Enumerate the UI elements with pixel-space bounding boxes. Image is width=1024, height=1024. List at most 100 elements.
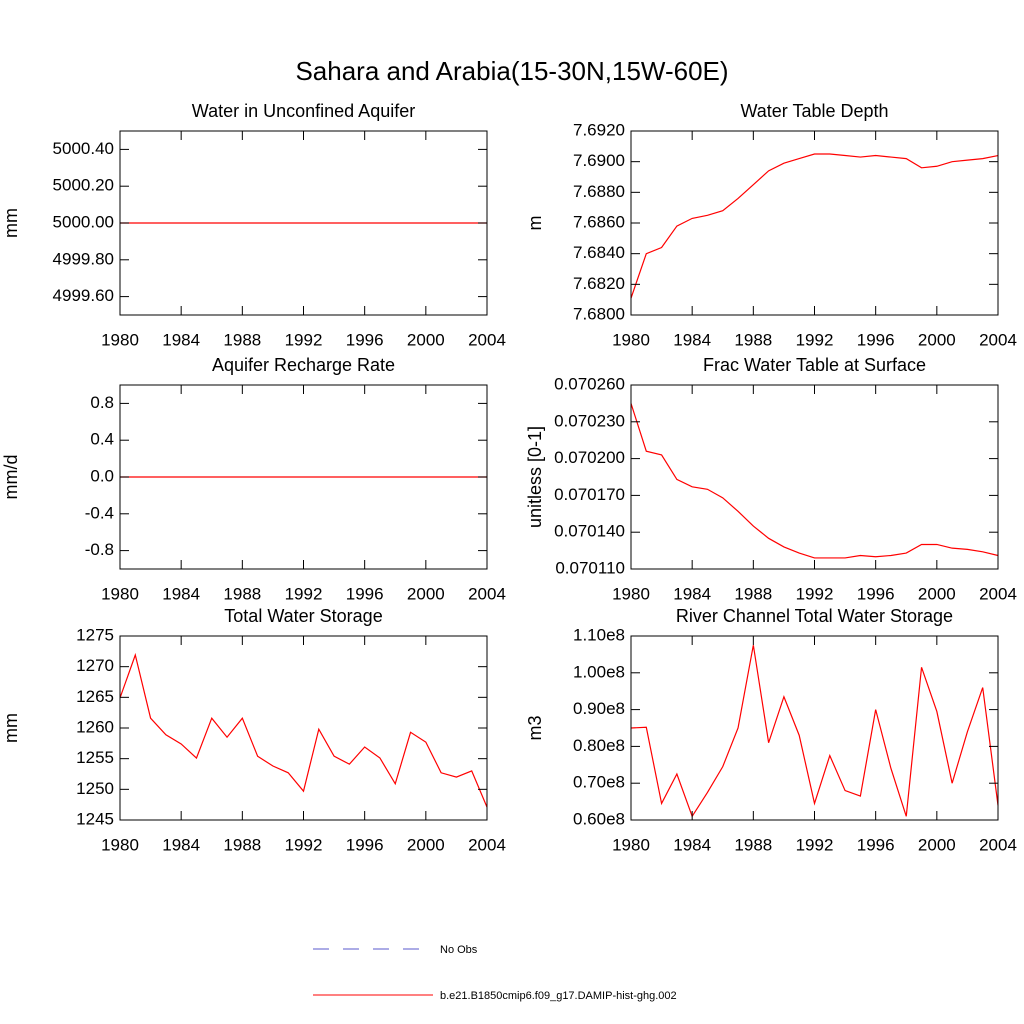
x-tick-label: 1988: [734, 330, 772, 349]
y-tick-label: 7.6860: [573, 212, 625, 231]
x-tick-label: 1992: [285, 330, 323, 349]
x-tick-label: 1984: [162, 330, 200, 349]
x-tick-label: 1988: [223, 330, 261, 349]
x-tick-label: 1992: [796, 835, 834, 854]
y-tick-label: 1265: [76, 687, 114, 706]
y-tick-label: 1250: [76, 779, 114, 798]
plot-frame: [630, 130, 999, 316]
data-line: [119, 652, 488, 808]
x-tick-label: 1988: [223, 835, 261, 854]
x-tick-label: 1984: [673, 835, 711, 854]
x-tick-label: 1996: [346, 835, 384, 854]
y-tick-label: 0.80e8: [573, 736, 625, 755]
x-tick-label: 2000: [918, 835, 956, 854]
panel-title: River Channel Total Water Storage: [676, 606, 953, 626]
y-axis-label: m: [525, 216, 545, 231]
legend-label: No Obs: [440, 944, 478, 956]
y-axis-label: mm: [1, 208, 21, 238]
x-tick-label: 1980: [101, 584, 139, 603]
x-tick-label: 2000: [407, 330, 445, 349]
y-tick-label: 7.6800: [573, 304, 625, 323]
x-tick-label: 2004: [979, 584, 1017, 603]
y-tick-label: 1255: [76, 748, 114, 767]
x-tick-label: 1996: [857, 835, 895, 854]
x-tick-label: 2004: [979, 835, 1017, 854]
y-tick-label: 0.70e8: [573, 773, 625, 792]
x-tick-label: 1988: [223, 584, 261, 603]
y-tick-label: 0.90e8: [573, 699, 625, 718]
x-tick-label: 1980: [612, 835, 650, 854]
x-tick-label: 1992: [796, 330, 834, 349]
data-line: [630, 403, 999, 559]
panel-title: Total Water Storage: [224, 606, 382, 626]
y-tick-label: 7.6880: [573, 182, 625, 201]
panel-title: Frac Water Table at Surface: [703, 355, 926, 375]
plot-frame: [119, 635, 488, 821]
x-tick-label: 1980: [101, 330, 139, 349]
y-axis-label: unitless [0-1]: [525, 426, 545, 528]
x-tick-label: 1984: [673, 330, 711, 349]
x-tick-label: 1988: [734, 835, 772, 854]
x-tick-label: 2004: [468, 584, 506, 603]
y-tick-label: 0.070230: [554, 411, 625, 430]
y-tick-label: 0.070140: [554, 522, 625, 541]
y-axis-label: mm: [1, 713, 21, 743]
x-tick-label: 2000: [407, 584, 445, 603]
y-tick-label: 0.070260: [554, 374, 625, 393]
panel-title: Water in Unconfined Aquifer: [192, 101, 415, 121]
y-tick-label: 1260: [76, 717, 114, 736]
x-tick-label: 2004: [468, 835, 506, 854]
panel-title: Aquifer Recharge Rate: [212, 355, 395, 375]
x-tick-label: 1992: [796, 584, 834, 603]
y-tick-label: 1245: [76, 809, 114, 828]
y-tick-label: 0.070170: [554, 485, 625, 504]
y-tick-label: 5000.40: [53, 139, 114, 158]
figure-title: Sahara and Arabia(15-30N,15W-60E): [295, 56, 728, 86]
x-tick-label: 2000: [918, 330, 956, 349]
x-tick-label: 1996: [346, 584, 384, 603]
x-tick-label: 1984: [162, 584, 200, 603]
x-tick-label: 1980: [612, 584, 650, 603]
x-tick-label: 1980: [101, 835, 139, 854]
y-axis-label: mm/d: [1, 455, 21, 500]
y-tick-label: 5000.20: [53, 176, 114, 195]
y-tick-label: 1.10e8: [573, 625, 625, 644]
y-tick-label: 0.070200: [554, 448, 625, 467]
data-line: [630, 645, 999, 818]
y-tick-label: 4999.60: [53, 286, 114, 305]
x-tick-label: 2004: [979, 330, 1017, 349]
legend-label: b.e21.B1850cmip6.f09_g17.DAMIP-hist-ghg.…: [440, 990, 677, 1002]
y-tick-label: 7.6840: [573, 243, 625, 262]
y-tick-label: 1.00e8: [573, 662, 625, 681]
y-tick-label: 0.4: [90, 430, 114, 449]
y-tick-label: 5000.00: [53, 212, 114, 231]
y-tick-label: 7.6920: [573, 120, 625, 139]
x-tick-label: 1992: [285, 835, 323, 854]
y-tick-label: 1275: [76, 625, 114, 644]
y-tick-label: 0.070110: [555, 558, 625, 577]
plot-frame: [630, 635, 999, 821]
y-tick-label: 0.8: [90, 393, 114, 412]
x-tick-label: 1992: [285, 584, 323, 603]
x-tick-label: 1996: [346, 330, 384, 349]
y-tick-label: 7.6820: [573, 274, 625, 293]
y-tick-label: 7.6900: [573, 151, 625, 170]
y-tick-label: -0.4: [85, 503, 114, 522]
y-tick-label: 1270: [76, 656, 114, 675]
x-tick-label: 2004: [468, 330, 506, 349]
y-tick-label: 0.0: [90, 466, 114, 485]
x-tick-label: 2000: [918, 584, 956, 603]
panel-title: Water Table Depth: [740, 101, 888, 121]
x-tick-label: 1980: [612, 330, 650, 349]
y-axis-label: m3: [525, 715, 545, 740]
x-tick-label: 1996: [857, 584, 895, 603]
x-tick-label: 1996: [857, 330, 895, 349]
y-tick-label: 0.60e8: [573, 809, 625, 828]
y-tick-label: 4999.80: [53, 249, 114, 268]
x-tick-label: 2000: [407, 835, 445, 854]
y-tick-label: -0.8: [85, 540, 114, 559]
x-tick-label: 1984: [162, 835, 200, 854]
x-tick-label: 1988: [734, 584, 772, 603]
plot-frame: [630, 384, 999, 570]
